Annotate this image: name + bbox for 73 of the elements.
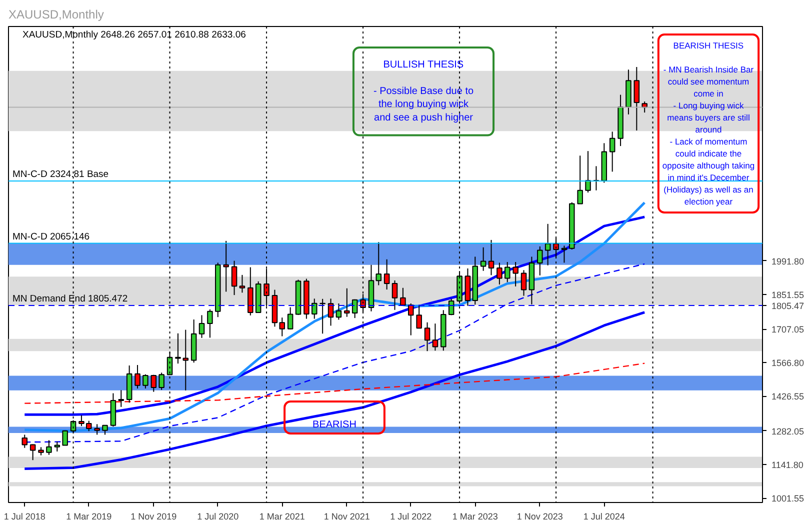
candlestick	[175, 332, 181, 364]
candlestick	[62, 430, 68, 446]
candlestick	[102, 424, 108, 436]
candlestick	[609, 131, 616, 172]
candlestick	[408, 302, 414, 336]
y-tick-label: 1426.55	[772, 392, 804, 402]
candlestick	[158, 372, 164, 390]
x-tick-label: 1 Nov 2021	[324, 512, 370, 522]
candlestick	[585, 150, 591, 194]
x-tick-label: 1 Jul 2024	[583, 512, 625, 522]
ref-line-label: MN Demand End 1805.472	[12, 293, 128, 304]
candlestick	[384, 258, 390, 290]
x-tick-label: 1 Nov 2019	[130, 512, 177, 522]
x-tick-label: 1 Mar 2021	[259, 512, 305, 522]
x-tick-label: 1 Nov 2023	[516, 512, 563, 522]
candlestick	[416, 304, 422, 330]
y-tick-label: 1707.05	[772, 324, 804, 335]
candlestick	[328, 298, 334, 326]
candlestick	[352, 298, 358, 319]
candlestick	[150, 374, 157, 392]
text: BEARISH THESIS - MN Bearish Inside Bar could see momentum come in - Long buying wick means buyers are still around - Lack of momentum could indicate the opposite although taking in mind it's December (Holidays) as well as an election year	[662, 40, 755, 206]
x-tick-label: 1 Jul 2020	[197, 512, 239, 522]
candlestick	[577, 155, 583, 205]
candlestick	[46, 440, 52, 456]
candlestick	[312, 298, 318, 320]
candlestick	[239, 274, 246, 294]
x-tick-label: 1 Mar 2019	[66, 512, 112, 522]
y-tick-label: 1991.80	[772, 256, 804, 266]
candlestick	[432, 323, 438, 352]
candlestick	[336, 302, 342, 320]
candlestick	[376, 242, 382, 286]
candlestick	[400, 287, 406, 306]
candlestick	[448, 298, 454, 316]
candlestick	[30, 444, 36, 461]
candlestick	[424, 322, 430, 352]
candlestick	[496, 262, 502, 286]
candlestick	[537, 246, 543, 276]
y-tick-label: 1282.05	[772, 426, 804, 436]
candlestick	[344, 288, 350, 318]
ref-line-label: MN-C-D 2065.146	[12, 231, 90, 242]
candlestick	[142, 374, 148, 389]
y-tick-label: 1805.47	[772, 300, 804, 311]
candlestick	[134, 364, 140, 389]
candlestick	[54, 441, 60, 452]
candlestick	[207, 308, 213, 338]
candlestick	[512, 261, 518, 287]
candlestick	[118, 390, 124, 408]
line-series	[24, 362, 646, 404]
line-series	[23, 311, 646, 470]
candlestick	[488, 239, 494, 276]
text: BULLISH THESIS - Possible Base due to the long buying wick and see a push higher	[373, 60, 474, 124]
chart-subtitle: XAUUSD,Monthly 2648.26 2657.01 2610.88 2633.06	[22, 30, 246, 40]
chart-title: XAUUSD,Monthly	[8, 8, 104, 22]
x-tick-label: 1 Jul 2018	[4, 512, 46, 522]
candlestick	[231, 260, 238, 296]
x-tick-label: 1 Mar 2023	[452, 512, 498, 522]
y-tick-label: 1851.55	[772, 290, 804, 300]
candlestick	[634, 66, 640, 131]
candlestick	[198, 314, 205, 338]
candlestick	[504, 261, 510, 283]
candlestick	[223, 240, 229, 292]
x-tick-label: 1 Jul 2022	[390, 512, 432, 522]
candlestick	[94, 424, 100, 436]
y-tick-label: 1141.80	[772, 460, 804, 470]
candlestick	[561, 245, 568, 264]
candlestick	[480, 246, 486, 272]
candlestick	[287, 306, 294, 330]
ref-line-label: MN-C-D 2324.81 Base	[12, 169, 109, 180]
y-tick-label: 1001.55	[772, 494, 804, 504]
candlestick	[22, 434, 28, 448]
candlestick	[520, 270, 527, 296]
candlestick	[392, 280, 398, 310]
y-tick-label: 1566.80	[772, 358, 804, 368]
